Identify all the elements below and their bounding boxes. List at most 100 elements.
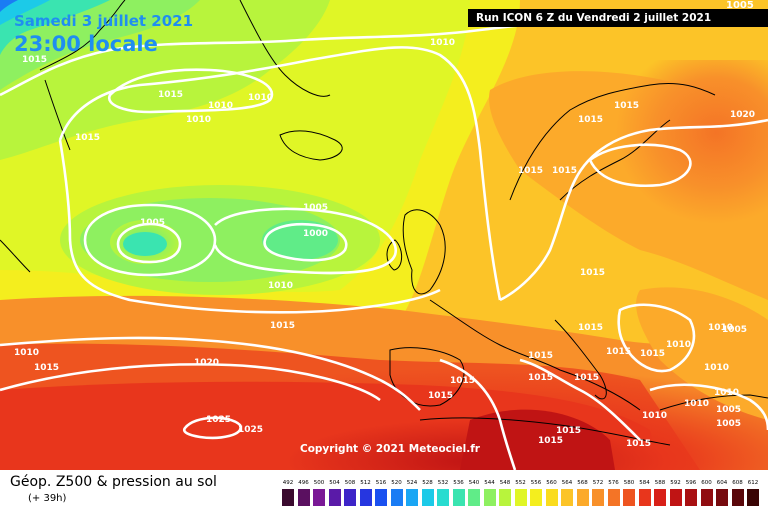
scale-label: 516	[375, 480, 387, 486]
isobar-label: 1025	[238, 425, 263, 435]
footer-bar: Géop. Z500 & pression au sol (+ 39h) 492…	[0, 470, 768, 512]
scale-swatch	[576, 489, 589, 506]
scale-label: 556	[530, 480, 542, 486]
scale-label: 580	[623, 480, 635, 486]
isobar-label: 1015	[574, 373, 599, 383]
scale-label: 572	[592, 480, 604, 486]
run-info: Run ICON 6 Z du Vendredi 2 juillet 2021	[468, 9, 768, 27]
isobar-label: 1025	[206, 415, 231, 425]
scale-swatch	[623, 489, 635, 506]
scale-swatch	[344, 489, 356, 506]
isobars	[0, 21, 768, 470]
isobar-1015-wrap	[58, 46, 502, 301]
isobar-label: 1010	[704, 363, 729, 373]
isobar-1005-turkey	[649, 383, 768, 431]
scale-label: 612	[747, 480, 759, 486]
isobar-label: 1015	[75, 133, 100, 143]
isobar-label: 1005	[140, 218, 165, 228]
scale-swatch	[607, 489, 620, 506]
scale-swatch	[716, 489, 728, 506]
scale-label: 520	[391, 480, 402, 486]
zone-east	[636, 287, 768, 420]
scale-swatch	[561, 489, 573, 506]
italy	[554, 319, 607, 400]
scale-label: 512	[360, 480, 371, 486]
isobar-label: 1010	[14, 348, 39, 358]
scandinavia-west	[509, 82, 716, 201]
scale-label: 588	[654, 480, 666, 486]
greenland-coast	[39, 0, 126, 71]
corner-isobar-label: 1005	[726, 0, 754, 11]
isobar-1025	[182, 416, 242, 440]
coastlines	[0, 0, 768, 446]
isobar-label: 1015	[552, 166, 577, 176]
isobar-1015-east	[499, 118, 768, 302]
isobar-label: 1010	[186, 115, 211, 125]
isobar-1005-east	[213, 207, 398, 275]
isobar-labels: 1015 1015 1010 1010 1015 1010 1010 1015 …	[14, 38, 755, 449]
scale-label: 504	[329, 480, 340, 486]
scale-label: 604	[716, 480, 728, 486]
scale-label: 540	[468, 480, 480, 486]
isobar-label: 1010	[268, 281, 293, 291]
scale-swatch	[359, 489, 372, 506]
low-core-east	[262, 220, 338, 260]
scale-swatch	[700, 489, 713, 506]
scale-label: 532	[437, 480, 449, 486]
britain	[402, 209, 446, 295]
copyright: Copyright © 2021 Meteociel.fr	[300, 443, 480, 455]
zone-540	[0, 0, 110, 55]
zone-532	[0, 0, 50, 25]
isobar-label: 1010	[430, 38, 455, 48]
isobar-label: 1015	[578, 323, 603, 333]
scale-label: 536	[453, 480, 464, 486]
isobar-label: 1000	[303, 229, 328, 239]
scale-label: 500	[313, 480, 325, 486]
scale-swatch	[452, 489, 465, 506]
scale-swatch	[685, 489, 697, 506]
map-title: Géop. Z500 & pression au sol	[10, 474, 217, 490]
greenland-east	[239, 0, 331, 97]
scale-swatch	[669, 489, 682, 506]
forecast-date: Samedi 3 juillet 2021	[14, 12, 194, 30]
isobar-1010-balkans	[617, 303, 696, 373]
isobar-label: 1005	[303, 203, 328, 213]
scale-swatch	[514, 489, 527, 506]
scale-label: 492	[282, 480, 294, 486]
scale-swatch	[282, 489, 294, 506]
isobar-1015-med	[519, 358, 641, 441]
isobar-label: 1010	[666, 340, 691, 350]
isobar-label: 1015	[450, 376, 475, 386]
isobar-label: 1015	[270, 321, 295, 331]
scale-swatch	[421, 489, 434, 506]
scale-label: 600	[701, 480, 712, 486]
isobar-label: 1015	[640, 349, 665, 359]
isobar-label: 1010	[642, 411, 667, 421]
scale-swatch	[328, 489, 341, 506]
scale-label: 576	[608, 480, 619, 486]
isobar-label: 1015	[626, 439, 651, 449]
scale-swatch	[592, 489, 604, 506]
scale-swatch	[545, 489, 558, 506]
scale-label: 496	[298, 480, 309, 486]
scale-swatch	[390, 489, 403, 506]
isobar-label: 1015	[528, 351, 553, 361]
isobar-label: 1015	[34, 363, 59, 373]
zone-520	[0, 0, 18, 12]
isobar-1020	[0, 363, 381, 402]
isobar-1000-east	[263, 222, 348, 262]
scale-swatch	[731, 489, 744, 506]
isobar-1015-africa	[439, 358, 517, 470]
scale-swatch	[437, 489, 449, 506]
scale-swatch	[468, 489, 480, 506]
isobar-label: 1010	[708, 323, 733, 333]
geopotential-map: 1015 1015 1010 1010 1015 1010 1010 1015 …	[0, 0, 768, 470]
isobar-label: 1015	[606, 347, 631, 357]
scale-label: 548	[499, 480, 511, 486]
scale-label: 544	[484, 480, 495, 486]
scale-swatch	[654, 489, 666, 506]
isobar-1005-west	[83, 203, 217, 277]
iceland	[279, 130, 343, 161]
scale-swatch	[530, 489, 542, 506]
